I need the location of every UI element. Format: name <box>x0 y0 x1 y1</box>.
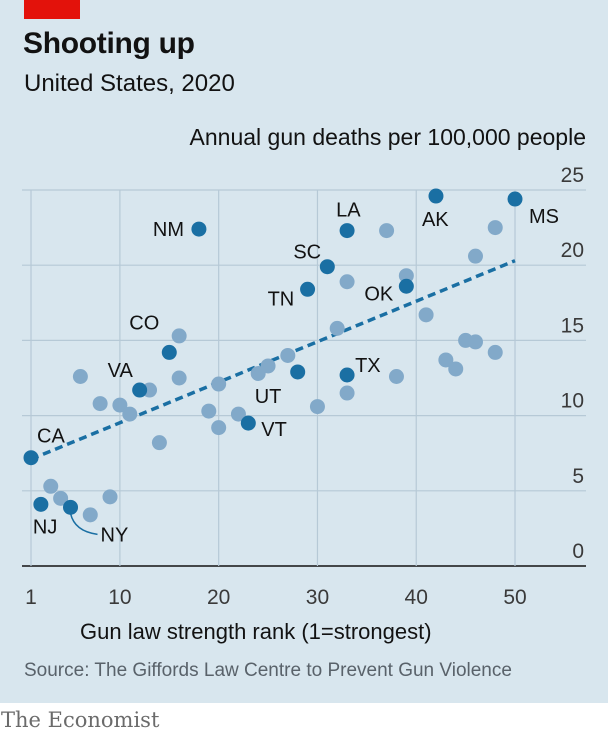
state-point-nm <box>191 221 207 237</box>
trendline-group <box>30 259 516 461</box>
state-point <box>309 399 325 415</box>
economist-logo: The Economist <box>1 708 160 732</box>
state-point-sc <box>319 259 335 275</box>
y-tick-label: 15 <box>561 314 584 337</box>
state-point <box>112 397 128 413</box>
state-point <box>92 396 108 412</box>
y-tick-label: 20 <box>561 239 584 262</box>
point-label-nj: NJ <box>33 516 57 538</box>
y-tick-label: 5 <box>572 465 584 488</box>
state-point-nj <box>33 496 49 512</box>
y-axis-label: Annual gun deaths per 100,000 people <box>189 124 586 150</box>
chart-panel <box>0 0 608 703</box>
state-point-ak <box>428 188 444 204</box>
state-point-co <box>161 344 177 360</box>
point-labels: CA NJ NY VA CO NM VT UT TN SC LA TX OK AK MS <box>33 200 559 547</box>
x-tick-label: 40 <box>405 586 428 609</box>
label-connectors <box>69 513 98 536</box>
state-point <box>102 489 118 505</box>
state-point <box>230 406 246 422</box>
state-point <box>53 490 69 506</box>
x-tick-label: 30 <box>306 586 329 609</box>
state-point <box>487 344 503 360</box>
point-label-tn: TN <box>268 288 295 310</box>
tick-labels: 0 5 10 15 20 25 1 10 20 30 40 50 <box>25 164 584 609</box>
state-point <box>82 507 98 523</box>
x-tick-label: 1 <box>25 586 37 609</box>
state-point-tn <box>300 281 316 297</box>
y-tick-label: 10 <box>561 390 584 413</box>
state-point-ms <box>507 191 523 207</box>
brand-red-bar <box>24 0 80 19</box>
state-point-va <box>132 382 148 398</box>
state-point <box>122 406 138 422</box>
connector-ny <box>69 513 98 536</box>
y-tick-label: 0 <box>572 540 584 563</box>
point-label-co: CO <box>129 312 159 334</box>
state-point <box>487 220 503 236</box>
point-label-nm: NM <box>153 219 184 241</box>
scatter-plot: CA NJ NY VA CO NM VT UT TN SC LA TX OK AK MS 0 5 10 15 20 2… <box>22 164 586 609</box>
state-point-vt <box>240 415 256 431</box>
state-point <box>260 358 276 374</box>
point-label-tx: TX <box>355 355 381 377</box>
state-point <box>201 403 217 419</box>
state-point <box>448 361 464 377</box>
point-label-la: LA <box>336 200 361 222</box>
state-point <box>388 368 404 384</box>
point-label-ut: UT <box>255 386 282 408</box>
x-tick-label: 50 <box>503 586 526 609</box>
trendline <box>30 259 516 461</box>
state-point-la <box>339 223 355 239</box>
chart-title: Shooting up <box>23 27 195 60</box>
x-axis-label: Gun law strength rank (1=strongest) <box>80 619 432 644</box>
state-point-tx <box>339 367 355 383</box>
state-point <box>418 307 434 323</box>
source-note: Source: The Giffords Law Centre to Preve… <box>24 660 512 681</box>
state-point <box>211 376 227 392</box>
state-point-ut <box>290 364 306 380</box>
state-point <box>329 320 345 336</box>
data-points <box>23 188 523 523</box>
state-point-ca <box>23 450 39 466</box>
state-point <box>211 420 227 436</box>
state-point <box>43 478 59 494</box>
state-point <box>467 334 483 350</box>
point-label-ms: MS <box>529 206 559 228</box>
x-tick-label: 20 <box>207 586 230 609</box>
state-point <box>467 248 483 264</box>
state-point <box>171 328 187 344</box>
point-label-ny: NY <box>101 524 129 546</box>
state-point-ok <box>398 278 414 294</box>
gridlines <box>22 189 586 567</box>
state-point <box>398 268 414 284</box>
state-point <box>339 274 355 290</box>
y-tick-label: 25 <box>561 164 584 187</box>
state-point <box>280 347 296 363</box>
point-label-ak: AK <box>422 209 449 231</box>
point-label-va: VA <box>108 360 134 382</box>
state-point <box>379 223 395 239</box>
chart-subtitle: United States, 2020 <box>24 70 235 97</box>
state-point <box>151 435 167 451</box>
state-point <box>171 370 187 386</box>
point-label-ok: OK <box>364 283 394 305</box>
state-point <box>339 385 355 401</box>
point-label-vt: VT <box>261 419 287 441</box>
state-point <box>438 352 454 368</box>
state-point <box>72 368 88 384</box>
point-label-ca: CA <box>37 426 65 448</box>
x-tick-label: 10 <box>108 586 131 609</box>
point-label-sc: SC <box>293 242 321 264</box>
state-point-ny <box>63 499 79 515</box>
